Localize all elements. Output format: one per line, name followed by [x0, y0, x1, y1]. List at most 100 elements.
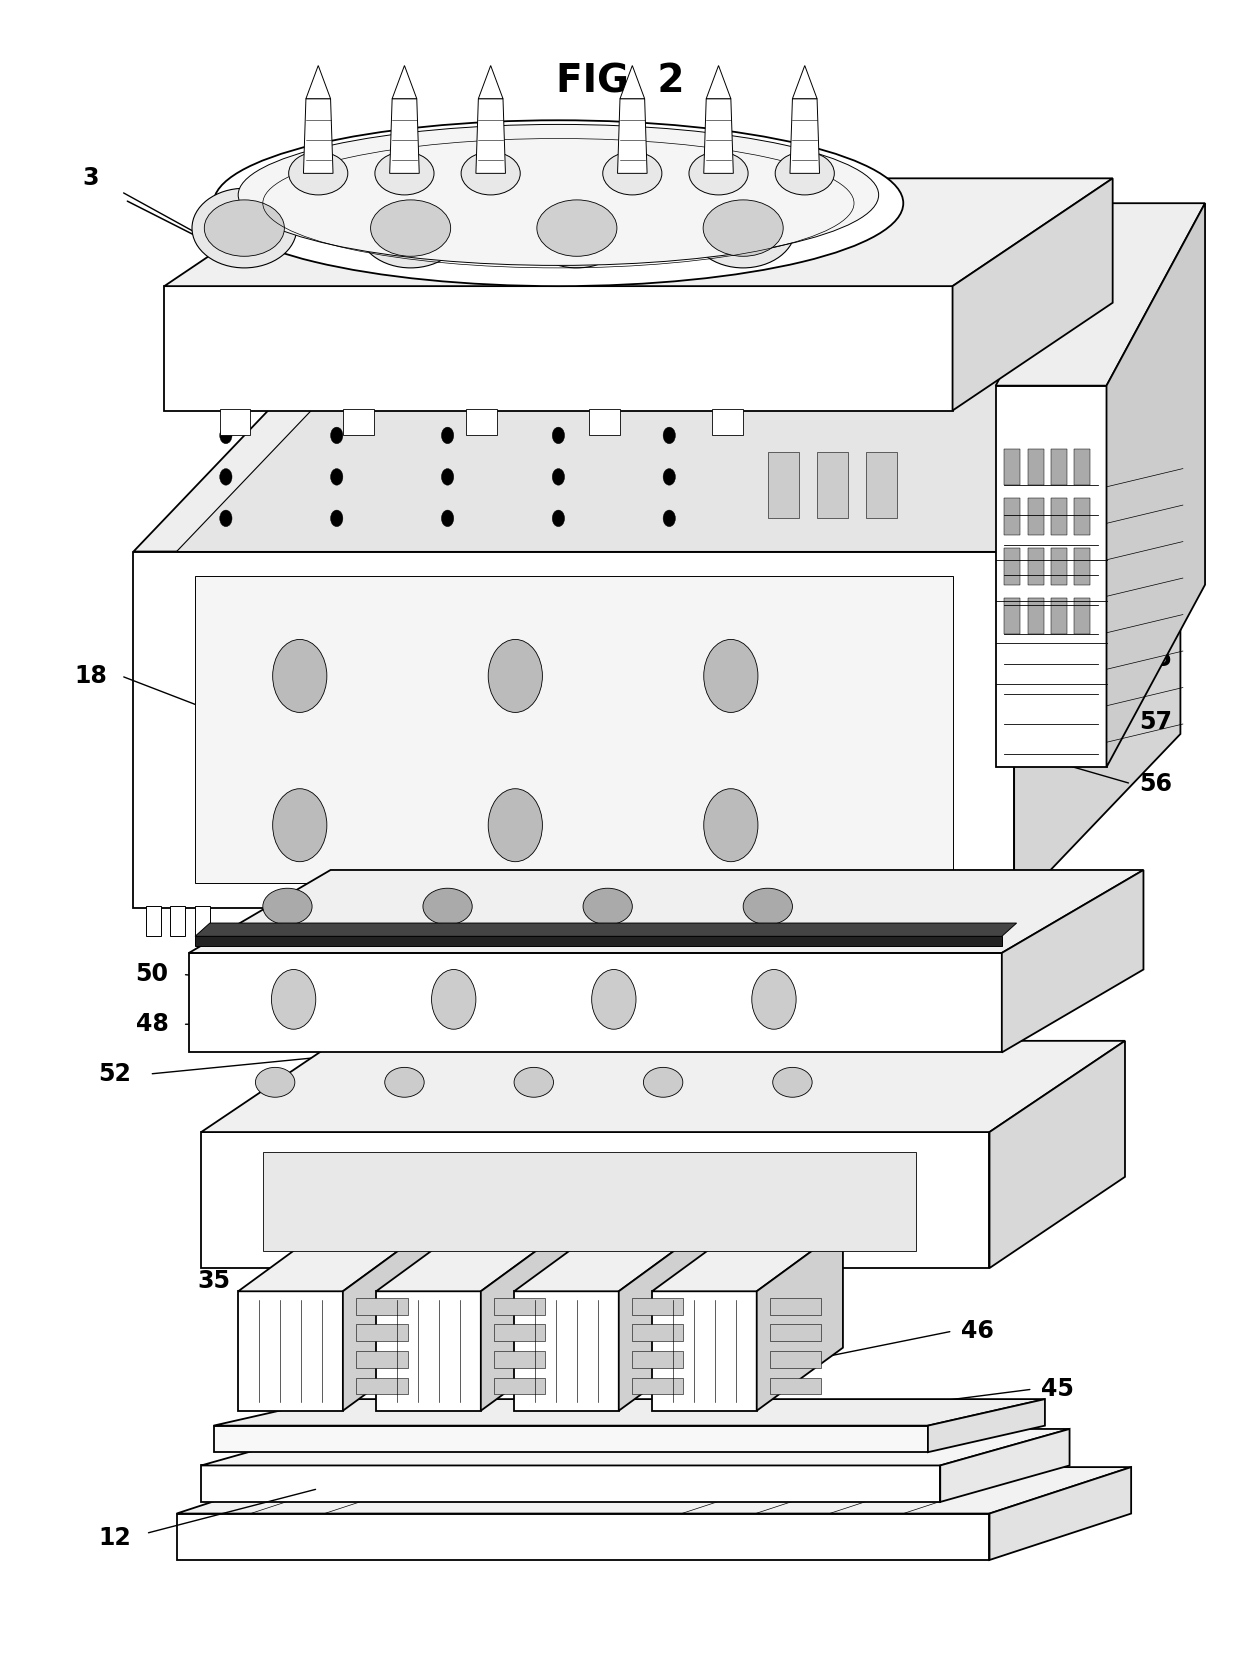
Bar — [356, 1350, 408, 1367]
Circle shape — [441, 510, 454, 527]
Bar — [1028, 448, 1044, 485]
Circle shape — [751, 970, 796, 1029]
Ellipse shape — [603, 152, 662, 195]
Polygon shape — [164, 287, 952, 410]
Text: 48: 48 — [135, 1012, 169, 1037]
Polygon shape — [620, 65, 645, 98]
Polygon shape — [201, 1040, 1125, 1132]
Text: 53: 53 — [924, 1029, 957, 1054]
Text: 16: 16 — [604, 183, 636, 207]
Polygon shape — [188, 954, 1002, 1052]
Text: 49: 49 — [924, 962, 957, 987]
Bar — [356, 1377, 408, 1394]
Circle shape — [552, 468, 564, 485]
Bar — [195, 907, 210, 937]
Ellipse shape — [205, 200, 284, 257]
Ellipse shape — [691, 188, 796, 268]
Bar — [356, 1299, 408, 1315]
Text: 57: 57 — [1140, 710, 1172, 735]
Bar — [770, 1299, 821, 1315]
Bar — [343, 408, 373, 435]
Bar — [631, 1350, 683, 1367]
Bar — [1075, 448, 1090, 485]
Bar — [494, 1377, 546, 1394]
Polygon shape — [619, 1229, 706, 1410]
Ellipse shape — [371, 200, 450, 257]
Polygon shape — [1106, 203, 1205, 767]
Circle shape — [273, 640, 327, 712]
Polygon shape — [1002, 870, 1143, 1052]
Polygon shape — [479, 65, 503, 98]
Polygon shape — [238, 1292, 343, 1410]
Polygon shape — [164, 178, 1112, 287]
Polygon shape — [996, 385, 1106, 767]
Polygon shape — [618, 98, 647, 173]
Text: 15: 15 — [1140, 647, 1172, 672]
Text: 18: 18 — [74, 663, 107, 688]
Circle shape — [663, 510, 676, 527]
Circle shape — [441, 427, 454, 443]
Circle shape — [704, 788, 758, 862]
Polygon shape — [392, 65, 417, 98]
Polygon shape — [134, 552, 1014, 909]
Ellipse shape — [192, 188, 296, 268]
Circle shape — [552, 427, 564, 443]
Bar — [712, 408, 743, 435]
Bar — [466, 408, 497, 435]
Text: 35: 35 — [197, 1269, 231, 1294]
Ellipse shape — [289, 152, 347, 195]
Text: 56: 56 — [1140, 772, 1172, 795]
Polygon shape — [940, 1429, 1070, 1502]
Bar — [1004, 548, 1021, 585]
Bar — [494, 1325, 546, 1340]
Bar — [356, 1325, 408, 1340]
Bar — [1052, 598, 1068, 635]
Ellipse shape — [374, 152, 434, 195]
Ellipse shape — [644, 1067, 683, 1097]
Bar — [1004, 498, 1021, 535]
Polygon shape — [376, 1292, 481, 1410]
Polygon shape — [481, 1229, 567, 1410]
Ellipse shape — [703, 200, 784, 257]
Ellipse shape — [238, 125, 879, 265]
Bar — [494, 1350, 546, 1367]
Ellipse shape — [515, 1067, 553, 1097]
Circle shape — [219, 427, 232, 443]
Text: 14: 14 — [899, 922, 932, 945]
Circle shape — [331, 510, 343, 527]
Circle shape — [432, 970, 476, 1029]
Polygon shape — [515, 1229, 706, 1292]
Polygon shape — [188, 870, 1143, 954]
Text: 12: 12 — [99, 1527, 131, 1550]
Text: 55: 55 — [1140, 582, 1172, 605]
Text: 3: 3 — [82, 167, 99, 190]
Polygon shape — [790, 98, 820, 173]
Bar — [1028, 598, 1044, 635]
Polygon shape — [134, 377, 1180, 552]
Polygon shape — [652, 1229, 843, 1292]
Circle shape — [441, 468, 454, 485]
Bar — [170, 907, 185, 937]
Bar — [1052, 498, 1068, 535]
Polygon shape — [756, 1229, 843, 1410]
Polygon shape — [389, 98, 419, 173]
Bar — [1028, 498, 1044, 535]
Circle shape — [273, 788, 327, 862]
Circle shape — [663, 468, 676, 485]
Polygon shape — [195, 937, 1002, 947]
Circle shape — [331, 468, 343, 485]
Bar — [1075, 498, 1090, 535]
Polygon shape — [195, 577, 952, 884]
Bar — [768, 452, 799, 518]
Polygon shape — [213, 1425, 928, 1452]
Ellipse shape — [583, 889, 632, 925]
Polygon shape — [201, 1465, 940, 1502]
Bar — [494, 1299, 546, 1315]
Polygon shape — [343, 1229, 429, 1410]
Polygon shape — [476, 98, 506, 173]
Ellipse shape — [255, 1067, 295, 1097]
Ellipse shape — [423, 889, 472, 925]
Circle shape — [489, 640, 542, 712]
Polygon shape — [238, 1229, 429, 1292]
Bar — [631, 1377, 683, 1394]
